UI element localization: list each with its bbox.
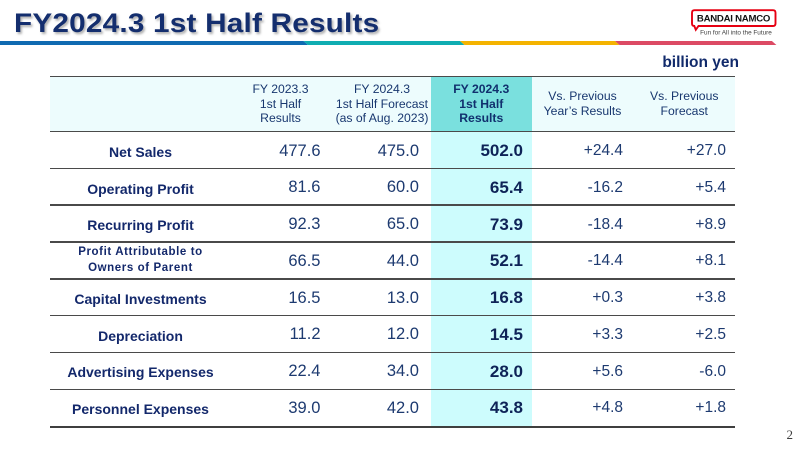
svg-text:BANDAI NAMCO: BANDAI NAMCO [697, 14, 771, 25]
svg-text:Fun for All into the Future: Fun for All into the Future [700, 29, 772, 36]
